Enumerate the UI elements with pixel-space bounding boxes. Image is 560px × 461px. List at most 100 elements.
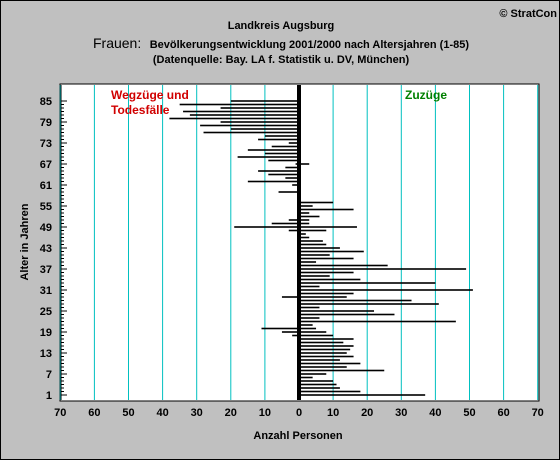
x-tick-label: 40	[429, 407, 441, 419]
chart-subject: Frauen:	[93, 35, 141, 51]
bar-outflow-age-72	[271, 145, 299, 148]
bar-outflow-age-29	[281, 296, 299, 298]
bar-outflow-age-59	[278, 191, 299, 193]
bar-inflow-age-67	[299, 163, 310, 165]
bar-outflow-age-20	[261, 327, 299, 330]
bar-outflow-age-51	[288, 219, 299, 221]
chart-source: (Datenquelle: Bay. LA f. Statistik u. DV…	[153, 54, 410, 66]
bar-outflow-age-81	[189, 114, 299, 116]
y-tick-label: 7	[46, 369, 52, 381]
bar-outflow-age-79	[220, 121, 299, 123]
bar-inflow-age-9	[299, 366, 347, 368]
bar-inflow-age-52	[299, 215, 320, 218]
annotation-outflow-1: Wegzüge und	[111, 88, 189, 102]
x-tick-label: 40	[156, 407, 168, 419]
y-tick-label: 73	[40, 138, 52, 150]
annotation-outflow-2: Todesfälle	[111, 103, 170, 117]
copyright: © StratCon	[499, 8, 557, 20]
bar-inflow-age-34	[299, 278, 361, 281]
bar-outflow-age-63	[285, 177, 299, 179]
y-tick-label: 85	[40, 96, 52, 108]
bar-outflow-age-82	[183, 110, 299, 113]
bar-inflow-age-5	[299, 380, 334, 382]
y-tick-label: 1	[46, 390, 52, 402]
bar-inflow-age-31	[299, 289, 473, 291]
bar-outflow-age-83	[220, 107, 299, 109]
bar-outflow-age-77	[230, 128, 299, 130]
bar-inflow-age-37	[299, 268, 467, 270]
bar-inflow-age-51	[299, 219, 310, 221]
x-tick-label: 60	[88, 407, 100, 419]
bar-inflow-age-32	[299, 285, 320, 288]
bar-inflow-age-13	[299, 352, 347, 354]
bar-inflow-age-56	[299, 201, 334, 204]
y-axis-label: Alter in Jahren	[19, 203, 31, 280]
chart-title: Frauen: Bevölkerungsentwicklung 2001/200…	[93, 35, 469, 52]
bar-inflow-age-41	[299, 254, 330, 256]
bar-inflow-age-39	[299, 261, 317, 263]
x-tick-label: 50	[463, 407, 475, 419]
bar-inflow-age-45	[299, 240, 323, 242]
x-tick-label: 0	[296, 407, 302, 419]
bar-outflow-age-73	[288, 142, 299, 144]
bar-outflow-age-69	[237, 156, 299, 158]
x-tick-label: 10	[259, 407, 271, 419]
bar-inflow-age-1	[299, 394, 426, 396]
bar-inflow-age-2	[299, 390, 361, 393]
bar-inflow-age-4	[299, 383, 337, 386]
y-tick-label: 13	[40, 348, 52, 360]
bar-outflow-age-49	[234, 226, 299, 228]
bar-inflow-age-17	[299, 338, 354, 340]
bar-inflow-age-7	[299, 373, 327, 375]
bar-outflow-age-84	[179, 103, 299, 106]
zero-axis-line	[297, 85, 301, 400]
bar-inflow-age-12	[299, 355, 354, 358]
y-tick-label: 49	[40, 222, 52, 234]
y-tick-label: 19	[40, 327, 52, 339]
bar-outflow-age-68	[268, 159, 299, 162]
bar-inflow-age-20	[299, 327, 317, 330]
x-tick-label: 30	[395, 407, 407, 419]
bar-inflow-age-54	[299, 208, 354, 211]
y-tick-label: 31	[40, 285, 52, 297]
annotation-inflow: Zuzüge	[405, 88, 447, 102]
bar-inflow-age-21	[299, 324, 313, 326]
bar-inflow-age-19	[299, 331, 327, 333]
bar-inflow-age-36	[299, 271, 354, 274]
y-tick-label: 25	[40, 306, 52, 318]
bar-inflow-age-15	[299, 345, 354, 347]
bar-outflow-age-48	[288, 229, 299, 232]
bar-inflow-age-38	[299, 264, 388, 267]
bar-inflow-age-10	[299, 362, 361, 365]
bar-outflow-age-61	[292, 184, 299, 186]
bar-inflow-age-47	[299, 233, 306, 235]
bar-outflow-age-80	[169, 117, 299, 120]
bar-inflow-age-42	[299, 250, 364, 253]
bar-inflow-age-30	[299, 292, 354, 295]
y-axis-ticks: 1 7 13 19 25 31 37 43 49 55 61 67 73 79 85	[40, 85, 67, 402]
bar-outflow-age-50	[271, 222, 299, 225]
x-axis-ticks: 70 60 50 40 30 20 10 0 10 20 30 40 50 60 70	[54, 407, 544, 419]
bar-outflow-age-64	[268, 173, 299, 176]
bar-outflow-age-70	[264, 152, 299, 155]
y-tick-label: 37	[40, 264, 52, 276]
bar-inflow-age-48	[299, 229, 327, 232]
bar-inflow-age-33	[299, 282, 436, 284]
bar-inflow-age-16	[299, 341, 344, 344]
bar-inflow-age-23	[299, 317, 320, 319]
bar-inflow-age-50	[299, 222, 310, 225]
y-tick-label: 55	[40, 201, 52, 213]
bar-inflow-age-14	[299, 348, 351, 351]
bar-inflow-age-29	[299, 296, 347, 298]
y-tick-label: 61	[40, 180, 52, 192]
x-tick-label: 50	[122, 407, 134, 419]
bar-outflow-age-76	[203, 131, 299, 134]
bar-outflow-age-71	[247, 149, 299, 151]
bar-outflow-age-65	[258, 170, 299, 172]
x-tick-label: 20	[225, 407, 237, 419]
bar-inflow-age-11	[299, 359, 340, 361]
bar-inflow-age-40	[299, 257, 354, 260]
bar-inflow-age-55	[299, 205, 313, 207]
bar-inflow-age-26	[299, 306, 320, 309]
x-tick-label: 70	[532, 407, 544, 419]
